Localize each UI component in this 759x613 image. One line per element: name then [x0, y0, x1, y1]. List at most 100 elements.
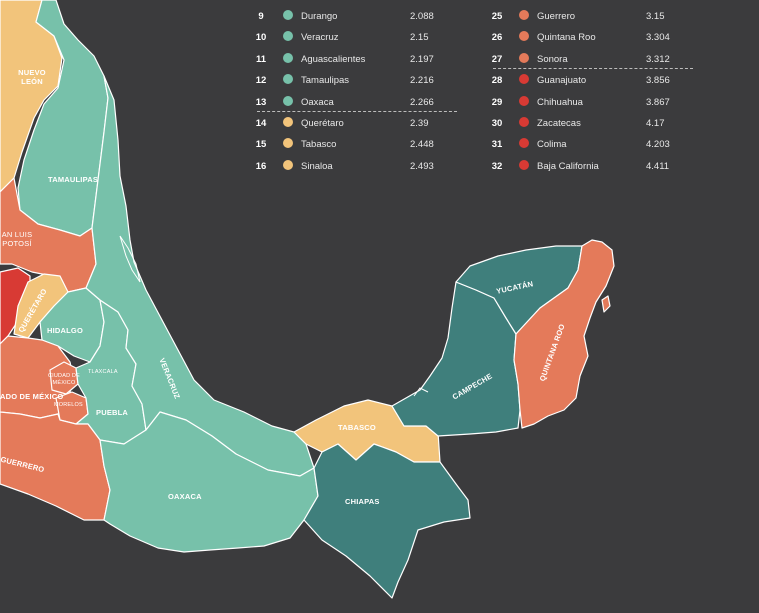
island-cozumel — [601, 295, 611, 313]
legend-row: 27 Sonora 3.312 — [485, 52, 695, 75]
legend-rank: 15 — [255, 139, 267, 151]
legend-separator — [257, 110, 457, 112]
legend-row: 25 Guerrero 3.15 — [485, 10, 695, 32]
legend-color-dot-icon — [283, 31, 293, 42]
legend-row: 30 Zacatecas 4.17 — [485, 117, 695, 139]
legend-state-name: Sonora — [537, 53, 568, 65]
legend-row: 10 Veracruz 2.15 — [249, 31, 459, 53]
legend-rank: 9 — [258, 11, 264, 22]
legend-row: 14 Querétaro 2.39 — [249, 117, 459, 139]
legend-color-dot-icon — [519, 10, 529, 20]
legend-state-name: Chihuahua — [537, 96, 583, 108]
legend-row: 31 Colima 4.203 — [485, 138, 695, 160]
label-nuevo-leon: NUEVO LEÓN — [18, 68, 46, 86]
legend-row: 12 Tamaulipas 2.216 — [249, 74, 459, 96]
coastline-lagoon — [119, 235, 141, 283]
label-oaxaca: OAXACA — [168, 492, 202, 501]
legend-rank: 12 — [255, 75, 267, 87]
legend-state-name: Querétaro — [301, 118, 344, 129]
label-puebla: PUEBLA — [96, 408, 129, 417]
legend-state-name: Sinaloa — [301, 160, 333, 172]
legend-state-name: Quintana Roo — [537, 32, 596, 44]
legend-value: 2.15 — [410, 32, 429, 44]
state-oaxaca[interactable] — [99, 411, 319, 553]
legend-value: 4.17 — [646, 118, 665, 129]
state-chiapas[interactable] — [303, 443, 471, 599]
legend-value: 2.493 — [410, 160, 434, 172]
legend-rank: 28 — [491, 75, 503, 87]
legend-color-dot-icon — [519, 159, 529, 170]
legend-row: 29 Chihuahua 3.867 — [485, 95, 695, 118]
legend-rank: 26 — [491, 32, 503, 44]
legend-value: 2.197 — [410, 53, 434, 65]
label-chiapas: CHIAPAS — [345, 497, 380, 506]
legend-value: 3.867 — [646, 96, 670, 108]
coastline-mouth — [413, 387, 429, 397]
legend-value: 2.088 — [410, 11, 434, 22]
legend-state-name: Guanajuato — [537, 75, 587, 87]
legend-separator — [493, 67, 693, 69]
legend-row: 15 Tabasco 2.448 — [249, 138, 459, 160]
legend-row: 11 Aguascalientes 2.197 — [249, 52, 459, 75]
legend-state-name: Aguascalientes — [301, 53, 366, 65]
label-san-luis-potosi: AN LUIS POTOSÍ — [1, 230, 33, 248]
legend-state-name: Zacatecas — [537, 118, 581, 129]
label-morelos: MORELOS — [54, 402, 83, 408]
legend-color-dot-icon — [283, 95, 293, 106]
legend-row: 26 Quintana Roo 3.304 — [485, 31, 695, 53]
legend-right-column: 25 Guerrero 3.15 26 Quintana Roo 3.304 27 Sonor… — [485, 10, 695, 186]
legend-color-dot-icon — [283, 52, 293, 63]
legend-state-name: Oaxaca — [301, 96, 334, 108]
legend-state-name: Colima — [537, 139, 567, 151]
legend-state-name: Durango — [301, 11, 338, 22]
legend-value: 3.15 — [646, 11, 665, 22]
label-estado-de-mexico: ADO DE MÉXICO — [0, 392, 64, 401]
legend-rank: 27 — [491, 53, 503, 65]
legend-state-name: Baja California — [537, 160, 599, 172]
legend-row: 13 Oaxaca 2.266 — [249, 95, 459, 118]
legend-color-dot-icon — [283, 10, 293, 20]
legend-state-name: Veracruz — [301, 32, 339, 44]
legend-state-name: Guerrero — [537, 11, 576, 22]
legend-value: 2.448 — [410, 139, 434, 151]
label-hidalgo: HIDALGO — [47, 326, 83, 335]
legend-color-dot-icon — [519, 95, 529, 106]
legend-value: 2.39 — [410, 118, 429, 129]
label-tlaxcala: TLAXCALA — [88, 369, 118, 375]
legend-value: 3.304 — [646, 32, 670, 44]
legend-color-dot-icon — [283, 117, 293, 127]
legend-value: 2.266 — [410, 96, 434, 108]
legend-rank: 25 — [491, 11, 503, 22]
legend-row: 9 Durango 2.088 — [249, 10, 459, 32]
legend-value: 4.411 — [646, 160, 670, 172]
legend-color-dot-icon — [519, 31, 529, 42]
legend-value: 4.203 — [646, 139, 670, 151]
legend-rank: 10 — [255, 32, 267, 44]
legend-row: 28 Guanajuato 3.856 — [485, 74, 695, 96]
legend-value: 3.312 — [646, 53, 670, 65]
legend-row: 16 Sinaloa 2.493 — [249, 159, 459, 182]
legend-rank: 13 — [255, 96, 267, 108]
legend-rank: 29 — [491, 96, 503, 108]
legend-value: 3.856 — [646, 75, 670, 87]
legend-rank: 11 — [255, 53, 267, 65]
legend-rank: 16 — [255, 160, 267, 172]
legend-color-dot-icon — [519, 74, 529, 85]
legend-state-name: Tamaulipas — [301, 75, 350, 87]
state-quintana-roo[interactable] — [513, 239, 615, 429]
legend-color-dot-icon — [519, 138, 529, 149]
label-ciudad-de-mexico: CIUDAD DE MÉXICO — [47, 373, 81, 386]
legend-value: 2.216 — [410, 75, 434, 87]
legend-color-dot-icon — [283, 138, 293, 149]
legend-row: 32 Baja California 4.411 — [485, 159, 695, 182]
legend-color-dot-icon — [283, 159, 293, 170]
label-tamaulipas: TAMAULIPAS — [48, 175, 99, 184]
legend-rank: 14 — [255, 118, 267, 129]
legend-color-dot-icon — [519, 52, 529, 63]
legend-rank: 31 — [491, 139, 503, 151]
legend-state-name: Tabasco — [301, 139, 337, 151]
legend-rank: 32 — [491, 160, 503, 172]
legend-left-column: 9 Durango 2.088 10 Veracruz 2.15 11 Aguascalien… — [249, 10, 459, 186]
legend-color-dot-icon — [519, 117, 529, 127]
